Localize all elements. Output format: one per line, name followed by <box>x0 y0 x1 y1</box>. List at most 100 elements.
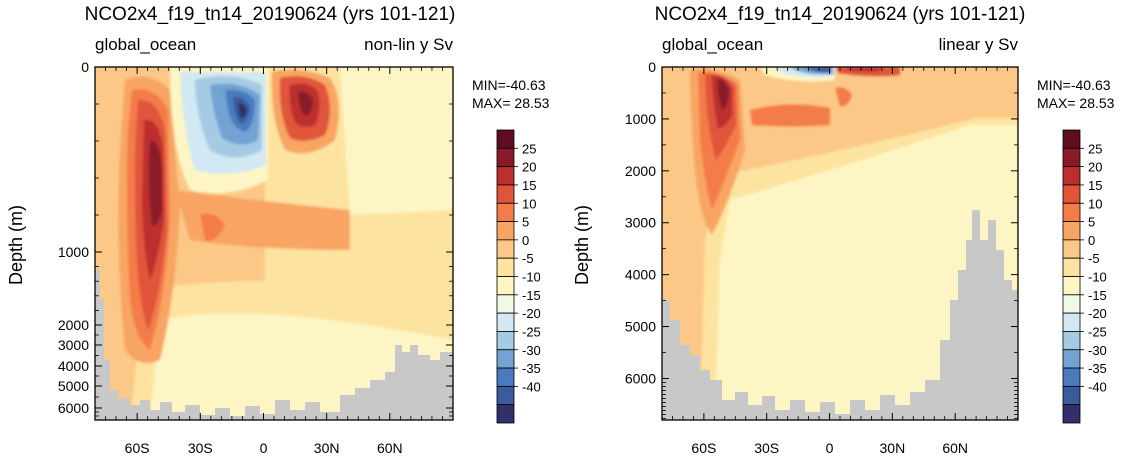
left-colorbar-label: 20 <box>522 160 536 175</box>
right-colorbar-box <box>1062 385 1081 406</box>
left-colorbar-label: -15 <box>522 288 541 303</box>
right-colorbar-label: 20 <box>1088 160 1102 175</box>
left-colorbar-box <box>496 276 515 296</box>
left-title: NCO2x4_f19_tn14_20190624 (yrs 101-121) <box>85 4 456 25</box>
left-scale-label: non-lin y Sv <box>364 35 453 54</box>
right-y-axis-label: Depth (m) <box>572 205 592 285</box>
left-colorbar-label: -5 <box>522 251 534 266</box>
right-colorbar-box <box>1062 147 1081 168</box>
right-colorbar-box <box>1062 202 1081 222</box>
right-colorbar-box <box>1062 129 1081 149</box>
left-y-axis-label: Depth (m) <box>6 205 26 285</box>
left-colorbar-box <box>496 349 515 369</box>
left-colorbar-box <box>496 202 515 222</box>
right-xtick-label: 60N <box>942 440 968 456</box>
left-colorbar-label: 15 <box>522 178 536 193</box>
right-colorbar-label: -15 <box>1088 288 1107 303</box>
right-colorbar-box <box>1062 404 1081 424</box>
right-colorbar-label: 15 <box>1088 178 1102 193</box>
right-colorbar-label: 25 <box>1088 141 1102 156</box>
left-colorbar-box <box>496 404 515 424</box>
right-scale-label: linear y Sv <box>939 35 1019 54</box>
right-min-label: MIN=-40.63 <box>1037 77 1111 93</box>
right-colorbar-label: -35 <box>1088 361 1107 376</box>
left-colorbar-label: 0 <box>522 233 529 248</box>
right-colorbar-box <box>1062 312 1081 332</box>
right-xtick-label: 30S <box>754 440 779 456</box>
right-plot-area <box>662 67 1018 420</box>
right-colorbar-label: -10 <box>1088 270 1107 285</box>
left-colorbar: 25 20 15 10 5 0 -5 -10 -15 -20 -25 -30 -35 -40 <box>496 129 541 424</box>
right-colorbar-box <box>1062 184 1081 204</box>
right-land-mask <box>662 210 1018 420</box>
right-x-axis: 60S 30S 0 30N 60N <box>672 67 1008 456</box>
right-colorbar-box <box>1062 221 1081 241</box>
right-colorbar-label: -30 <box>1088 343 1107 358</box>
left-colorbar-box <box>496 312 515 332</box>
right-ytick-label: 5000 <box>625 319 656 335</box>
right-xtick-label: 60S <box>691 440 716 456</box>
right-ytick-label: 1000 <box>625 111 656 127</box>
left-plot-area <box>95 67 453 420</box>
right-colorbar-label: 10 <box>1088 196 1102 211</box>
left-contour-so-28 <box>149 140 162 226</box>
left-colorbar-label: 10 <box>522 196 536 211</box>
right-colorbar-box <box>1062 239 1081 259</box>
left-contour-mid-15 <box>200 213 225 241</box>
right-colorbar-label: 5 <box>1088 215 1095 230</box>
right-colorbar-label: 0 <box>1088 233 1095 248</box>
right-contour-neg-35 <box>805 67 830 73</box>
left-contour-north-pale <box>340 67 453 215</box>
left-colorbar-box <box>496 221 515 241</box>
left-colorbar-label: -10 <box>522 270 541 285</box>
left-colorbar-label: -30 <box>522 343 541 358</box>
left-colorbar-label: -40 <box>522 379 541 394</box>
left-colorbar-box <box>496 367 515 387</box>
left-ytick-label: 1000 <box>58 244 89 260</box>
left-xtick-label: 60N <box>377 440 403 456</box>
left-land-mask <box>95 270 453 420</box>
left-region-label: global_ocean <box>95 35 196 54</box>
left-panel: NCO2x4_f19_tn14_20190624 (yrs 101-121) g… <box>6 4 550 456</box>
left-colorbar-label: -25 <box>522 324 541 339</box>
right-y-axis: 0 1000 2000 3000 4000 5000 6000 <box>625 59 1018 419</box>
left-colorbar-box <box>496 184 515 204</box>
right-xtick-label: 0 <box>826 440 834 456</box>
left-colorbar-box <box>496 257 515 277</box>
left-colorbar-label: 5 <box>522 215 529 230</box>
right-xtick-label: 30N <box>880 440 906 456</box>
left-ytick-label: 3000 <box>58 337 89 353</box>
right-colorbar-box <box>1062 331 1081 351</box>
right-title: NCO2x4_f19_tn14_20190624 (yrs 101-121) <box>655 4 1026 25</box>
left-colorbar-box <box>496 294 515 314</box>
right-contour-mid-15b <box>835 87 852 107</box>
right-panel: NCO2x4_f19_tn14_20190624 (yrs 101-121) g… <box>572 4 1115 456</box>
left-xtick-label: 0 <box>260 440 268 456</box>
left-colorbar-box <box>496 147 515 168</box>
left-colorbar-label: 25 <box>522 141 536 156</box>
right-max-label: MAX= 28.53 <box>1037 95 1115 111</box>
right-colorbar-box <box>1062 166 1081 186</box>
left-xtick-label: 30N <box>314 440 340 456</box>
right-colorbar-box <box>1062 294 1081 314</box>
left-ytick-label: 5000 <box>58 378 89 394</box>
left-xtick-label: 60S <box>125 440 150 456</box>
left-ytick-label: 2000 <box>58 317 89 333</box>
left-colorbar-box <box>496 239 515 259</box>
left-max-label: MAX= 28.53 <box>472 95 550 111</box>
right-colorbar-label: -25 <box>1088 324 1107 339</box>
right-ytick-label: 3000 <box>625 215 656 231</box>
left-colorbar-box <box>496 385 515 406</box>
right-colorbar: 25 20 15 10 5 0 -5 -10 -15 -20 -25 -30 -35 -40 <box>1062 129 1107 424</box>
left-y-axis: 0 1000 2000 3000 4000 5000 6000 <box>58 59 453 417</box>
left-min-label: MIN=-40.63 <box>472 77 546 93</box>
right-ytick-label: 4000 <box>625 267 656 283</box>
left-contour-neg-40 <box>238 102 247 119</box>
left-contour-n-28 <box>298 91 313 116</box>
right-colorbar-label: -20 <box>1088 306 1107 321</box>
right-contour-mid-15 <box>750 104 830 127</box>
right-ytick-label: 0 <box>648 59 656 75</box>
left-ytick-label: 6000 <box>58 400 89 416</box>
left-colorbar-label: -20 <box>522 306 541 321</box>
